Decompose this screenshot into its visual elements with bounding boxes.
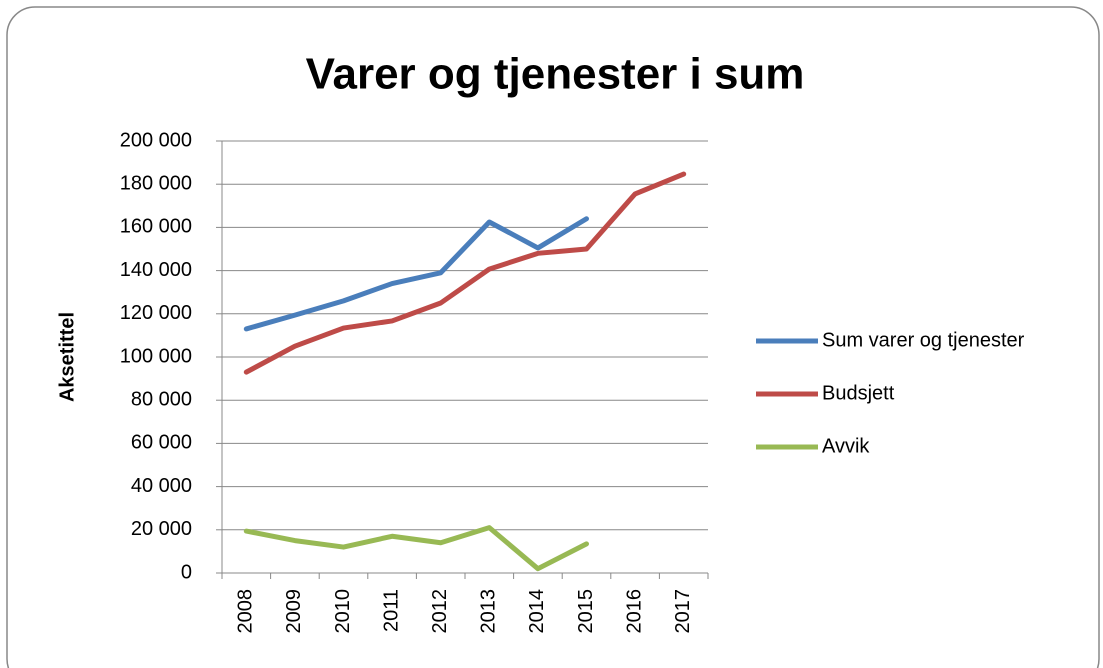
series-line — [243, 171, 687, 375]
x-tick-label: 2013 — [478, 589, 500, 634]
y-tick-label: 120 000 — [120, 302, 192, 324]
series-line — [243, 525, 589, 572]
y-tick-label: 0 — [181, 561, 192, 583]
x-tick-label: 2016 — [623, 589, 645, 634]
y-axis-title: Aksetittel — [56, 312, 78, 402]
x-tick-label: 2010 — [332, 589, 354, 634]
y-tick-label: 60 000 — [131, 432, 192, 454]
x-tick-label: 2015 — [575, 589, 597, 634]
y-tick-label: 160 000 — [120, 216, 192, 238]
legend-label: Avvik — [822, 435, 870, 457]
y-tick-label: 140 000 — [120, 259, 192, 281]
y-tick-label: 80 000 — [131, 388, 192, 410]
x-tick-label: 2014 — [526, 589, 548, 634]
chart-frame — [6, 6, 1100, 668]
x-tick-label: 2008 — [235, 589, 257, 634]
legend-label: Sum varer og tjenester — [822, 329, 1025, 351]
x-tick-label: 2017 — [672, 589, 694, 634]
x-tick-label: 2009 — [283, 589, 305, 634]
x-tick-label: 2012 — [429, 589, 451, 634]
x-tick-label: 2011 — [380, 589, 402, 632]
y-tick-label: 20 000 — [131, 518, 192, 540]
y-tick-label: 40 000 — [131, 475, 192, 497]
y-tick-label: 100 000 — [120, 345, 192, 367]
chart-title: Varer og tjenester i sum — [306, 50, 805, 99]
y-tick-label: 180 000 — [120, 172, 192, 194]
series-line — [243, 216, 589, 332]
y-tick-label: 200 000 — [120, 129, 192, 151]
legend-label: Budsjett — [822, 382, 895, 404]
